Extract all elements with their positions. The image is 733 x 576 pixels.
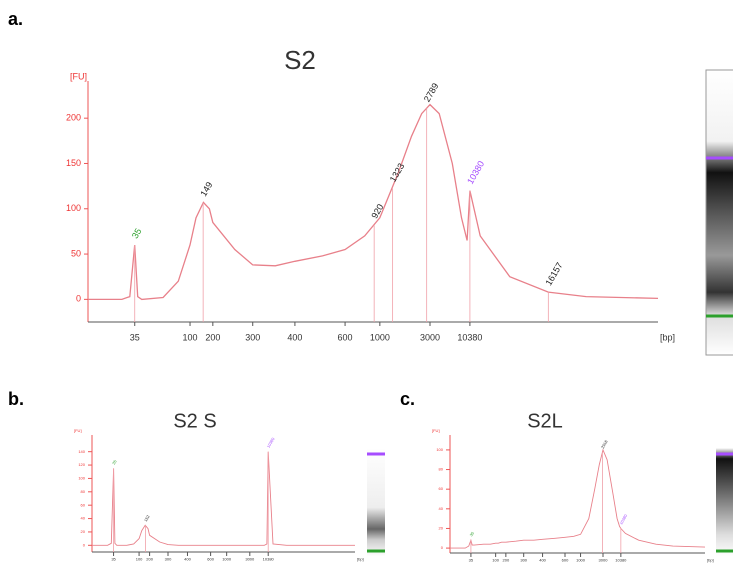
x-tick-label: 200	[503, 557, 510, 562]
y-tick-label: 40	[81, 516, 86, 521]
y-tick-label: 0	[83, 542, 86, 547]
peak-label: 1323	[388, 161, 407, 183]
y-tick-label: 100	[66, 203, 81, 213]
peak-label: 2789	[422, 81, 441, 103]
x-tick-label: 300	[245, 333, 260, 343]
y-tick-label: 40	[439, 506, 444, 511]
x-tick-label: 200	[146, 556, 153, 561]
peak-label: 35	[468, 530, 475, 537]
y-tick-label: 80	[81, 489, 86, 494]
x-tick-label: 1000	[576, 557, 586, 562]
x-tick-label: 300	[165, 556, 172, 561]
y-tick-label: 0	[76, 294, 81, 304]
peak-label: 16157	[543, 261, 564, 288]
x-tick-label: 200	[205, 333, 220, 343]
panel-label: a.	[8, 9, 23, 29]
peak-label: 152	[143, 514, 151, 523]
x-tick-label: 300	[520, 557, 527, 562]
peak-label: 35	[111, 458, 118, 465]
x-tick-label: 35	[469, 557, 474, 562]
gel-lane	[367, 70, 733, 556]
x-tick-label: 400	[539, 557, 546, 562]
x-axis-label: [bp]	[707, 557, 714, 562]
peak-label: 2916	[600, 439, 609, 450]
peak-label: 920	[369, 202, 385, 220]
x-tick-label: 35	[111, 556, 116, 561]
y-tick-label: 20	[439, 526, 444, 531]
chart-title: S2L	[527, 410, 563, 432]
x-tick-label: 1000	[222, 556, 232, 561]
y-tick-label: 100	[78, 476, 85, 481]
x-tick-label: 100	[492, 557, 499, 562]
x-tick-label: 10380	[457, 333, 482, 343]
trace	[92, 452, 355, 546]
y-tick-label: 120	[78, 462, 85, 467]
x-tick-label: 3000	[420, 333, 440, 343]
x-tick-label: 3000	[599, 557, 609, 562]
x-tick-label: 100	[183, 333, 198, 343]
y-tick-label: 100	[436, 447, 443, 452]
figure: a.S2[FU][bp]0501001502003510020030040060…	[0, 0, 733, 576]
y-tick-label: 150	[66, 158, 81, 168]
y-tick-label: 50	[71, 248, 81, 258]
x-tick-label: 35	[130, 333, 140, 343]
y-tick-label: 0	[441, 545, 444, 550]
y-axis-label: [FU]	[70, 71, 87, 81]
y-tick-label: 20	[81, 529, 86, 534]
panel-label: c.	[400, 389, 415, 409]
y-axis-label: [FU]	[432, 428, 440, 433]
x-tick-label: 400	[287, 333, 302, 343]
y-tick-label: 60	[439, 486, 444, 491]
peak-label: 10380	[465, 159, 486, 186]
x-tick-label: 600	[562, 557, 569, 562]
y-tick-label: 140	[78, 449, 85, 454]
peak-label: 149	[198, 180, 214, 198]
chart-title: S2 S	[173, 410, 216, 432]
chart-title: S2	[284, 45, 316, 75]
peak-label: 10380	[618, 513, 628, 526]
page: a.S2[FU][bp]0501001502003510020030040060…	[0, 0, 733, 576]
x-tick-label: 600	[207, 556, 214, 561]
x-axis-label: [bp]	[660, 333, 675, 343]
trace	[88, 105, 658, 300]
lane-a	[706, 70, 733, 355]
x-tick-label: 400	[184, 556, 191, 561]
peak-label: 10380	[266, 436, 276, 449]
x-tick-label: 600	[338, 333, 353, 343]
trace	[450, 450, 705, 548]
x-axis-label: [bp]	[357, 556, 364, 561]
x-tick-label: 1000	[370, 333, 390, 343]
x-tick-label: 100	[136, 556, 143, 561]
y-axis-label: [FU]	[74, 428, 82, 433]
lane-b	[367, 448, 385, 556]
y-tick-label: 80	[439, 467, 444, 472]
y-tick-label: 200	[66, 113, 81, 123]
x-tick-label: 10380	[263, 556, 275, 561]
lane-c	[716, 448, 733, 556]
x-tick-label: 10380	[615, 557, 627, 562]
peak-label: 35	[130, 227, 144, 241]
y-tick-label: 60	[81, 502, 86, 507]
panel-label: b.	[8, 389, 24, 409]
x-tick-label: 3000	[245, 556, 255, 561]
